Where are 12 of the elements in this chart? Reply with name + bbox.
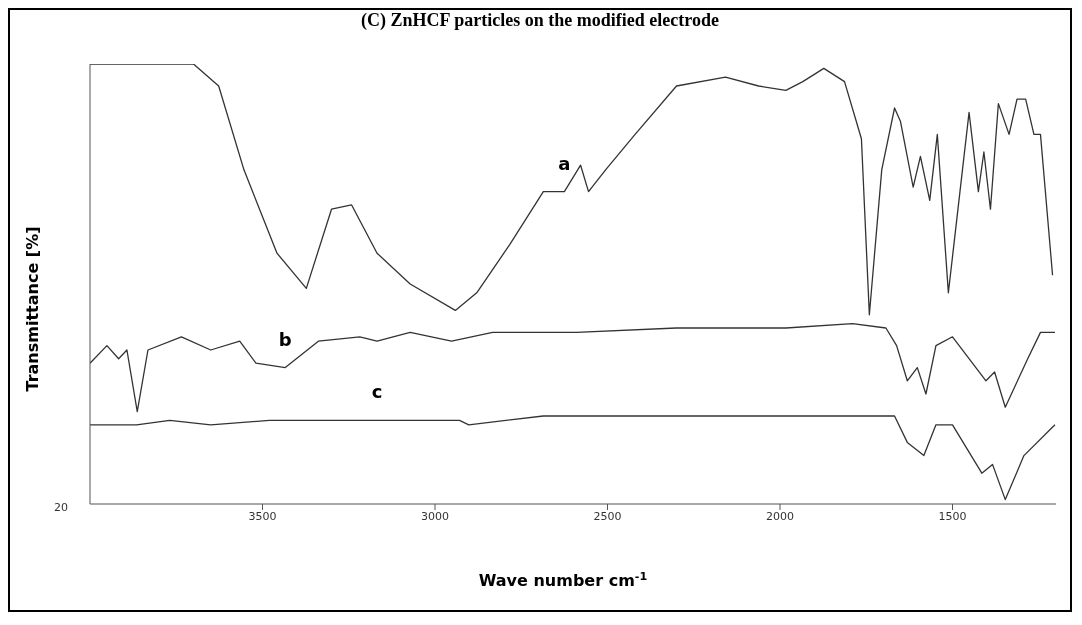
x-tick-label: 2500 [593, 509, 622, 523]
series-label: c [371, 381, 383, 403]
x-tick-label: 2000 [766, 509, 794, 523]
text: 20 [54, 501, 68, 515]
series-label: a [558, 152, 571, 174]
y-axis-title: Transmittance [%] [23, 226, 42, 392]
x-tick-label: 1500 [938, 509, 967, 523]
chart-title: (C) ZnHCF particles on the modified electrode [360, 10, 720, 32]
series-label: b [278, 328, 292, 350]
x-tick-label: 3500 [248, 509, 277, 523]
x-axis-title: Wave number cm$^{-1}$ [478, 569, 648, 590]
x-tick-label: 3000 [421, 509, 449, 523]
